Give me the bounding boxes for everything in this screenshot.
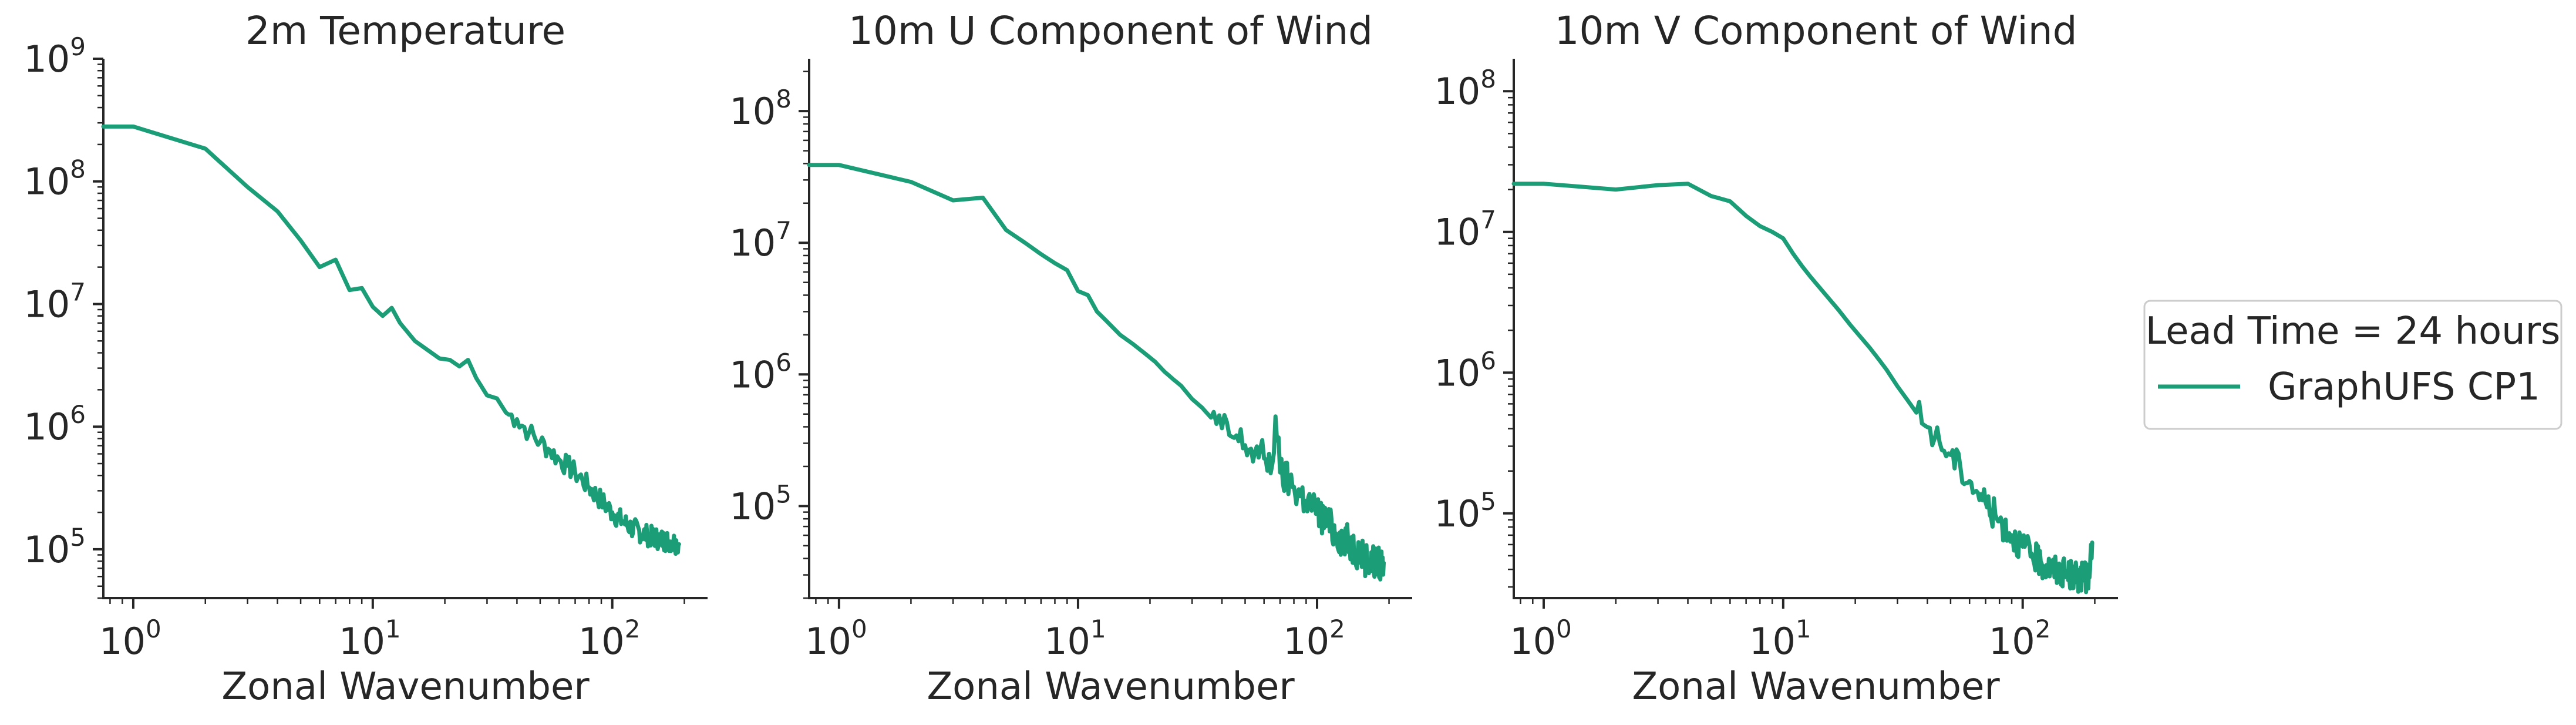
y-tick-label: 106: [1434, 346, 1496, 394]
x-tick-label: 102: [1989, 615, 2051, 663]
y-tick-label: 107: [729, 216, 792, 264]
x-axis-label: Zonal Wavenumber: [221, 665, 590, 709]
x-tick-label: 100: [99, 615, 161, 663]
legend-title: Lead Time = 24 hours: [2146, 310, 2561, 353]
y-tick-label: 106: [729, 348, 792, 396]
series-line: [1511, 182, 2095, 595]
legend: Lead Time = 24 hours GraphUFS CP1: [2143, 300, 2562, 430]
y-tick-label: 107: [23, 277, 86, 325]
panels: 2m Temperature Zonal Wavenumber 100 101 102 1…: [23, 8, 2118, 709]
y-tick-label: 105: [23, 523, 86, 571]
y-tick-label: 107: [1434, 206, 1496, 254]
y-tick-label: 108: [23, 155, 86, 203]
series-line: [807, 163, 1386, 582]
x-axis-label: Zonal Wavenumber: [1632, 665, 2000, 709]
x-tick-label: 100: [1510, 615, 1572, 663]
y-tick-label: 108: [1434, 65, 1496, 113]
legend-box: [2143, 300, 2562, 430]
y-tick-label: 106: [23, 400, 86, 448]
y-tick-label: 105: [1434, 487, 1496, 535]
chart-title: 10m V Component of Wind: [1554, 8, 2077, 53]
y-tick-label: 108: [729, 85, 792, 133]
chart-title: 10m U Component of Wind: [848, 8, 1373, 53]
x-tick-label: 102: [578, 615, 641, 663]
series-line: [101, 124, 681, 556]
chart-panel: 2m Temperature Zonal Wavenumber 100 101 102 1…: [23, 8, 708, 709]
x-axis-label: Zonal Wavenumber: [927, 665, 1295, 709]
y-tick-label: 109: [23, 32, 86, 80]
chart-title: 2m Temperature: [245, 8, 565, 53]
x-tick-label: 100: [805, 615, 867, 663]
x-tick-label: 102: [1283, 615, 1345, 663]
x-tick-label: 101: [1044, 615, 1106, 663]
axis-spines: [1513, 59, 2118, 599]
x-tick-label: 101: [339, 615, 401, 663]
legend-entry-label: GraphUFS CP1: [2268, 365, 2540, 409]
x-tick-label: 101: [1749, 615, 1811, 663]
y-tick-label: 105: [729, 479, 792, 528]
